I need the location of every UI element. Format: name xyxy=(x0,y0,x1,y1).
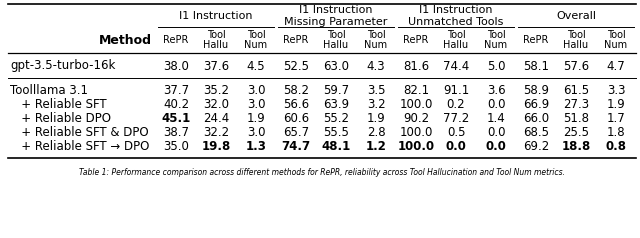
Text: 74.7: 74.7 xyxy=(282,140,310,154)
Text: RePR: RePR xyxy=(163,35,189,45)
Text: 37.7: 37.7 xyxy=(163,84,189,98)
Text: + Reliable SFT & DPO: + Reliable SFT & DPO xyxy=(10,127,148,139)
Text: Method: Method xyxy=(99,34,152,46)
Text: 69.2: 69.2 xyxy=(523,140,549,154)
Text: 55.5: 55.5 xyxy=(323,127,349,139)
Text: 58.2: 58.2 xyxy=(283,84,309,98)
Text: 32.0: 32.0 xyxy=(203,99,229,111)
Text: 3.5: 3.5 xyxy=(367,84,385,98)
Text: 3.2: 3.2 xyxy=(367,99,385,111)
Text: I1 Instruction
Missing Parameter: I1 Instruction Missing Parameter xyxy=(284,5,388,27)
Text: 0.8: 0.8 xyxy=(605,140,627,154)
Text: 0.0: 0.0 xyxy=(486,140,506,154)
Text: Tool
Hallu: Tool Hallu xyxy=(563,30,589,50)
Text: I1 Instruction: I1 Instruction xyxy=(179,11,253,21)
Text: 51.8: 51.8 xyxy=(563,113,589,125)
Text: 3.0: 3.0 xyxy=(247,99,265,111)
Text: 57.6: 57.6 xyxy=(563,60,589,73)
Text: 56.6: 56.6 xyxy=(283,99,309,111)
Text: 66.9: 66.9 xyxy=(523,99,549,111)
Text: 100.0: 100.0 xyxy=(399,127,433,139)
Text: 38.0: 38.0 xyxy=(163,60,189,73)
Text: 0.0: 0.0 xyxy=(445,140,467,154)
Text: 82.1: 82.1 xyxy=(403,84,429,98)
Text: 100.0: 100.0 xyxy=(397,140,435,154)
Text: 77.2: 77.2 xyxy=(443,113,469,125)
Text: 91.1: 91.1 xyxy=(443,84,469,98)
Text: 3.0: 3.0 xyxy=(247,127,265,139)
Text: + Reliable SFT: + Reliable SFT xyxy=(10,99,107,111)
Text: 1.4: 1.4 xyxy=(486,113,506,125)
Text: 63.9: 63.9 xyxy=(323,99,349,111)
Text: 90.2: 90.2 xyxy=(403,113,429,125)
Text: Tool
Num: Tool Num xyxy=(484,30,508,50)
Text: Overall: Overall xyxy=(556,11,596,21)
Text: 38.7: 38.7 xyxy=(163,127,189,139)
Text: gpt-3.5-turbo-16k: gpt-3.5-turbo-16k xyxy=(10,60,115,73)
Text: 55.2: 55.2 xyxy=(323,113,349,125)
Text: 1.9: 1.9 xyxy=(246,113,266,125)
Text: Tool
Hallu: Tool Hallu xyxy=(444,30,468,50)
Text: 18.8: 18.8 xyxy=(561,140,591,154)
Text: 4.3: 4.3 xyxy=(367,60,385,73)
Text: 66.0: 66.0 xyxy=(523,113,549,125)
Text: Tool
Num: Tool Num xyxy=(244,30,268,50)
Text: 3.3: 3.3 xyxy=(607,84,625,98)
Text: 48.1: 48.1 xyxy=(321,140,351,154)
Text: 45.1: 45.1 xyxy=(161,113,191,125)
Text: RePR: RePR xyxy=(403,35,429,45)
Text: 4.5: 4.5 xyxy=(246,60,266,73)
Text: RePR: RePR xyxy=(284,35,308,45)
Text: 58.9: 58.9 xyxy=(523,84,549,98)
Text: 1.9: 1.9 xyxy=(607,99,625,111)
Text: 35.0: 35.0 xyxy=(163,140,189,154)
Text: 24.4: 24.4 xyxy=(203,113,229,125)
Text: 27.3: 27.3 xyxy=(563,99,589,111)
Text: 74.4: 74.4 xyxy=(443,60,469,73)
Text: Toolllama 3.1: Toolllama 3.1 xyxy=(10,84,88,98)
Text: 2.8: 2.8 xyxy=(367,127,385,139)
Text: Tool
Hallu: Tool Hallu xyxy=(323,30,349,50)
Text: 3.0: 3.0 xyxy=(247,84,265,98)
Text: 32.2: 32.2 xyxy=(203,127,229,139)
Text: 4.7: 4.7 xyxy=(607,60,625,73)
Text: 52.5: 52.5 xyxy=(283,60,309,73)
Text: + Reliable DPO: + Reliable DPO xyxy=(10,113,111,125)
Text: 59.7: 59.7 xyxy=(323,84,349,98)
Text: 3.6: 3.6 xyxy=(486,84,506,98)
Text: RePR: RePR xyxy=(524,35,548,45)
Text: 1.8: 1.8 xyxy=(607,127,625,139)
Text: 58.1: 58.1 xyxy=(523,60,549,73)
Text: + Reliable SFT → DPO: + Reliable SFT → DPO xyxy=(10,140,149,154)
Text: Table 1: Performance comparison across different methods for RePR, reliability a: Table 1: Performance comparison across d… xyxy=(79,168,565,177)
Text: 37.6: 37.6 xyxy=(203,60,229,73)
Text: 35.2: 35.2 xyxy=(203,84,229,98)
Text: 68.5: 68.5 xyxy=(523,127,549,139)
Text: 65.7: 65.7 xyxy=(283,127,309,139)
Text: Tool
Num: Tool Num xyxy=(604,30,628,50)
Text: 0.2: 0.2 xyxy=(447,99,465,111)
Text: 0.0: 0.0 xyxy=(487,99,505,111)
Text: 5.0: 5.0 xyxy=(487,60,505,73)
Text: 0.0: 0.0 xyxy=(487,127,505,139)
Text: Tool
Num: Tool Num xyxy=(364,30,388,50)
Text: 25.5: 25.5 xyxy=(563,127,589,139)
Text: 40.2: 40.2 xyxy=(163,99,189,111)
Text: Tool
Hallu: Tool Hallu xyxy=(204,30,228,50)
Text: 60.6: 60.6 xyxy=(283,113,309,125)
Text: 0.5: 0.5 xyxy=(447,127,465,139)
Text: 1.9: 1.9 xyxy=(367,113,385,125)
Text: 1.7: 1.7 xyxy=(607,113,625,125)
Text: 1.3: 1.3 xyxy=(246,140,266,154)
Text: 63.0: 63.0 xyxy=(323,60,349,73)
Text: I1 Instruction
Unmatched Tools: I1 Instruction Unmatched Tools xyxy=(408,5,504,27)
Text: 19.8: 19.8 xyxy=(202,140,230,154)
Text: 61.5: 61.5 xyxy=(563,84,589,98)
Text: 1.2: 1.2 xyxy=(365,140,387,154)
Text: 81.6: 81.6 xyxy=(403,60,429,73)
Text: 100.0: 100.0 xyxy=(399,99,433,111)
